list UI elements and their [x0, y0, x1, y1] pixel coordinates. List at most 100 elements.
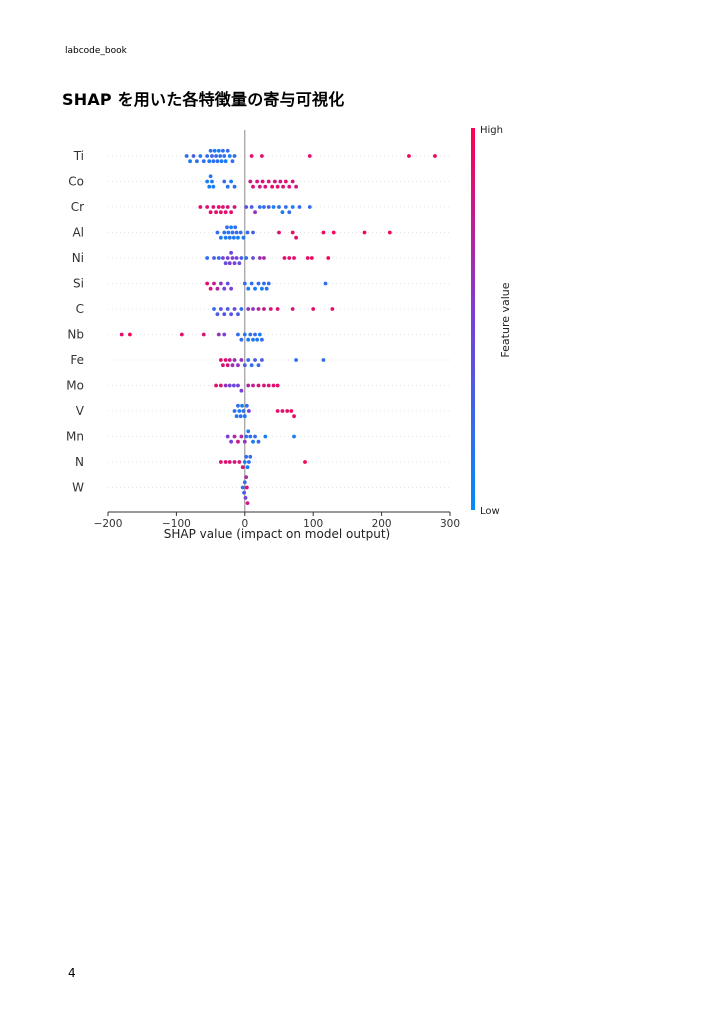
- shap-point-cr: [271, 205, 276, 209]
- shap-point-ni: [305, 256, 310, 260]
- shap-point-c: [212, 307, 216, 311]
- shap-point-al: [226, 230, 231, 235]
- shap-point-w: [242, 490, 247, 495]
- x-tick-label: 100: [303, 518, 323, 530]
- shap-point-al: [236, 235, 240, 240]
- shap-point-ni: [212, 256, 216, 260]
- shap-point-ti: [249, 154, 254, 158]
- shap-point-v: [232, 409, 237, 413]
- shap-summary-plot: Ti Co Cr Al Ni Si C Nb Fe Mo V Mn NW −200 −100 0 100 200…: [66, 125, 512, 541]
- shap-point-si: [229, 286, 234, 291]
- shap-point-v: [285, 409, 290, 413]
- shap-point-cr: [244, 205, 249, 209]
- shap-point-si: [266, 281, 271, 286]
- shap-point-co: [229, 179, 234, 184]
- shap-points: [119, 148, 437, 505]
- shap-point-si: [249, 281, 254, 286]
- shap-point-fe: [260, 358, 264, 362]
- x-tick-label: 0: [241, 518, 248, 530]
- shap-point-v: [292, 414, 296, 419]
- shap-point-nb: [179, 332, 184, 337]
- shap-point-ni: [227, 261, 232, 266]
- shap-point-nb: [253, 332, 257, 337]
- shap-point-v: [244, 403, 249, 408]
- shap-point-cr: [221, 205, 225, 209]
- shap-point-cr: [214, 210, 218, 215]
- shap-point-co: [210, 179, 214, 184]
- shap-point-n: [242, 460, 247, 464]
- shap-point-ti: [225, 148, 230, 153]
- feature-label-nb: Nb: [67, 328, 84, 342]
- shap-point-si: [215, 286, 220, 291]
- shap-point-ni: [244, 256, 249, 260]
- colorbar-gradient: [471, 128, 475, 510]
- shap-point-nb: [236, 332, 240, 337]
- shap-point-cr: [280, 210, 285, 215]
- shap-point-co: [207, 184, 212, 189]
- shap-point-co: [222, 179, 227, 184]
- shap-point-ni: [239, 256, 244, 260]
- shap-point-c: [239, 307, 244, 311]
- shap-point-c: [311, 307, 316, 311]
- shap-point-ti: [230, 159, 235, 164]
- shap-point-ni: [326, 256, 331, 260]
- shap-point-fe: [230, 363, 235, 368]
- shap-point-ti: [215, 159, 220, 164]
- shap-point-cr: [307, 205, 312, 209]
- shap-point-v: [289, 409, 294, 413]
- shap-point-ti: [219, 159, 224, 164]
- shap-point-ti: [195, 159, 199, 164]
- shap-point-cr: [266, 205, 271, 209]
- shap-point-co: [260, 179, 265, 184]
- shap-point-n: [223, 460, 228, 464]
- shap-point-w: [243, 496, 248, 500]
- shap-point-n: [240, 465, 245, 470]
- shap-point-fe: [218, 358, 223, 362]
- shap-point-co: [208, 174, 213, 179]
- shap-point-c: [222, 312, 227, 317]
- shap-point-mo: [223, 383, 228, 388]
- feature-label-w: W: [72, 481, 84, 495]
- shap-point-nb: [127, 332, 132, 337]
- colorbar-title: Feature value: [499, 282, 512, 357]
- shap-point-co: [272, 179, 277, 184]
- shap-point-v: [242, 414, 247, 419]
- shap-point-mo: [214, 383, 218, 388]
- shap-point-ti: [205, 154, 210, 158]
- shap-point-ti: [433, 154, 437, 158]
- shap-point-mo: [256, 383, 261, 388]
- feature-label-ti: Ti: [73, 149, 84, 163]
- shap-point-cr: [229, 210, 234, 215]
- shap-point-al: [321, 230, 326, 235]
- shap-point-ni: [237, 261, 242, 266]
- shap-point-cr: [225, 205, 230, 209]
- shap-point-fe: [246, 358, 251, 362]
- shap-point-ni: [234, 256, 239, 260]
- shap-point-si: [222, 286, 227, 291]
- feature-label-fe: Fe: [70, 353, 84, 367]
- shap-point-cr: [232, 205, 237, 209]
- shap-point-si: [208, 286, 213, 291]
- shap-point-co: [257, 184, 262, 189]
- shap-point-v: [238, 414, 243, 419]
- shap-point-al: [233, 225, 238, 230]
- shap-point-c: [290, 307, 295, 311]
- shap-point-mn: [263, 434, 268, 439]
- shap-point-fe: [227, 358, 232, 362]
- shap-point-mo: [218, 383, 223, 388]
- shap-point-cr: [223, 210, 228, 215]
- shap-point-si: [323, 281, 328, 286]
- shap-point-ti: [216, 148, 221, 153]
- shap-point-nb: [201, 332, 206, 337]
- shap-point-al: [222, 230, 227, 235]
- shap-point-mn: [246, 429, 251, 434]
- shap-point-co: [294, 184, 298, 189]
- shap-point-n: [232, 460, 237, 464]
- shap-point-ti: [208, 148, 213, 153]
- shap-point-co: [266, 179, 271, 184]
- shap-point-mo: [262, 383, 266, 388]
- x-tick-label: 300: [440, 518, 460, 530]
- shap-point-fe: [242, 363, 247, 368]
- feature-label-cr: Cr: [71, 200, 84, 214]
- shap-point-cr: [198, 205, 203, 209]
